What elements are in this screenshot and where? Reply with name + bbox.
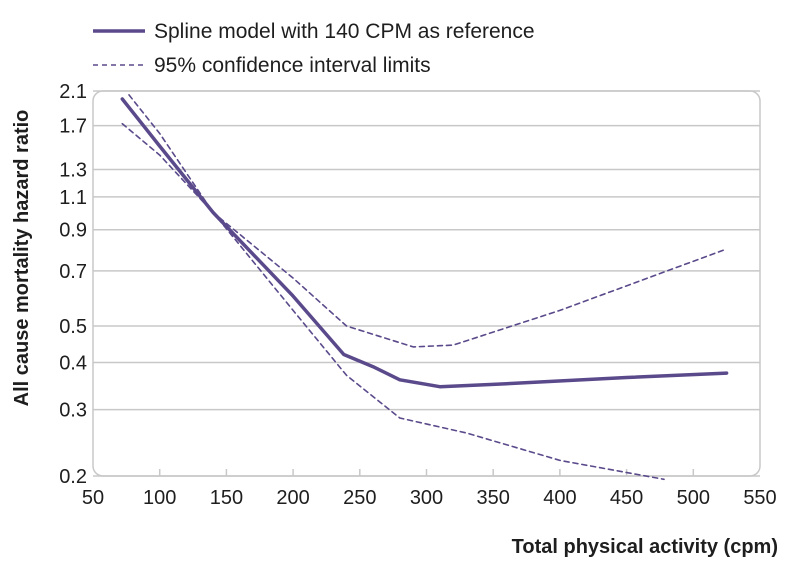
x-tick-label: 300 <box>410 487 443 509</box>
x-tick-label: 350 <box>477 487 510 509</box>
x-tick-label: 150 <box>210 487 243 509</box>
x-tick-label: 550 <box>743 487 776 509</box>
x-axis-title: Total physical activity (cpm) <box>512 536 778 558</box>
plot-frame <box>92 90 761 477</box>
x-tick-label: 250 <box>343 487 376 509</box>
y-axis-ticks: 0.2 0.3 0.4 0.5 0.7 0.9 1.1 1.3 1.7 2.1 <box>59 81 87 488</box>
legend-label-spline: Spline model with 140 CPM as reference <box>154 20 535 43</box>
ci-upper-line <box>128 94 728 348</box>
y-tick-label: 2.1 <box>59 81 87 103</box>
y-tick-label: 1.7 <box>59 116 87 138</box>
y-tick-label: 0.2 <box>59 466 87 488</box>
y-tick-label: 0.5 <box>59 316 87 338</box>
x-tick-label: 100 <box>143 487 176 509</box>
y-tick-label: 0.4 <box>59 353 87 375</box>
grid <box>93 90 760 477</box>
legend-label-ci: 95% confidence interval limits <box>154 54 431 77</box>
y-tick-label: 1.1 <box>59 187 87 209</box>
x-tick-label: 50 <box>82 487 104 509</box>
ci-lower-line <box>121 122 665 481</box>
y-tick-label: 0.7 <box>59 261 87 283</box>
x-tick-label: 200 <box>276 487 309 509</box>
x-axis-ticks: 50 100 150 200 250 300 350 400 450 500 550 <box>82 469 777 509</box>
y-axis-title: All cause mortality hazard ratio <box>11 110 33 407</box>
y-tick-label: 0.9 <box>59 220 87 242</box>
spline-model-line <box>120 97 729 389</box>
y-tick-label: 1.3 <box>59 160 87 182</box>
x-tick-label: 500 <box>677 487 710 509</box>
legend: Spline model with 140 CPM as reference 9… <box>93 20 535 77</box>
x-tick-label: 450 <box>610 487 643 509</box>
x-tick-label: 400 <box>543 487 576 509</box>
series-group <box>120 94 729 481</box>
y-tick-label: 0.3 <box>59 400 87 422</box>
